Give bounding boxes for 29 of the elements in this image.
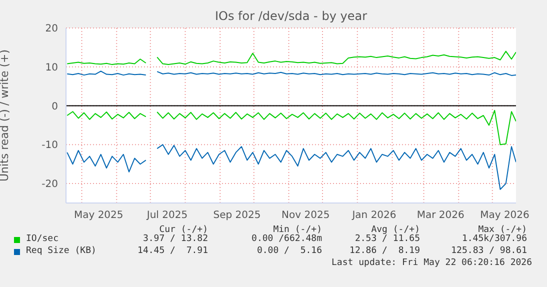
y-tick-label: 20	[45, 24, 58, 35]
y-axis-title: Units read (-) / write (+)	[0, 49, 11, 182]
text: 3.97 / 13.82	[142, 234, 208, 244]
text: 0.00 /662.48m	[252, 234, 322, 244]
text: 12.86 / 8.19	[350, 246, 420, 256]
chart-title: IOs for /dev/sda - by year	[214, 9, 368, 23]
x-tick-label: Sep 2025	[213, 210, 261, 222]
text: 125.83 / 98.61	[451, 246, 527, 256]
legend-label: Req Size (KB)	[26, 246, 96, 256]
text: Last update: Fri May 22 06:20:16 2026	[332, 258, 532, 268]
text: Min (-/+)	[273, 225, 322, 235]
x-tick-label: Mar 2026	[416, 210, 464, 222]
text: 14.45 / 7.91	[138, 246, 208, 256]
x-tick-label: Jul 2025	[146, 210, 188, 222]
x-tick-label: May 2025	[74, 210, 124, 222]
y-tick-label: -20	[42, 179, 58, 190]
text: 1.45k/307.96	[462, 234, 527, 244]
text: 2.53 / 11.65	[354, 234, 420, 244]
legend-label: IO/sec	[26, 234, 59, 244]
text: Max (-/+)	[478, 225, 527, 235]
text: Cur (-/+)	[159, 225, 208, 235]
x-tick-label: Nov 2025	[282, 210, 330, 222]
y-tick-label: 0	[52, 101, 58, 112]
text: Avg (-/+)	[371, 225, 420, 235]
x-tick-label: May 2026	[480, 210, 530, 222]
y-tick-label: 10	[45, 62, 58, 74]
text: 0.00 / 5.16	[256, 246, 322, 256]
x-tick-label: Jan 2026	[351, 210, 396, 222]
y-tick-label: -10	[42, 140, 58, 152]
